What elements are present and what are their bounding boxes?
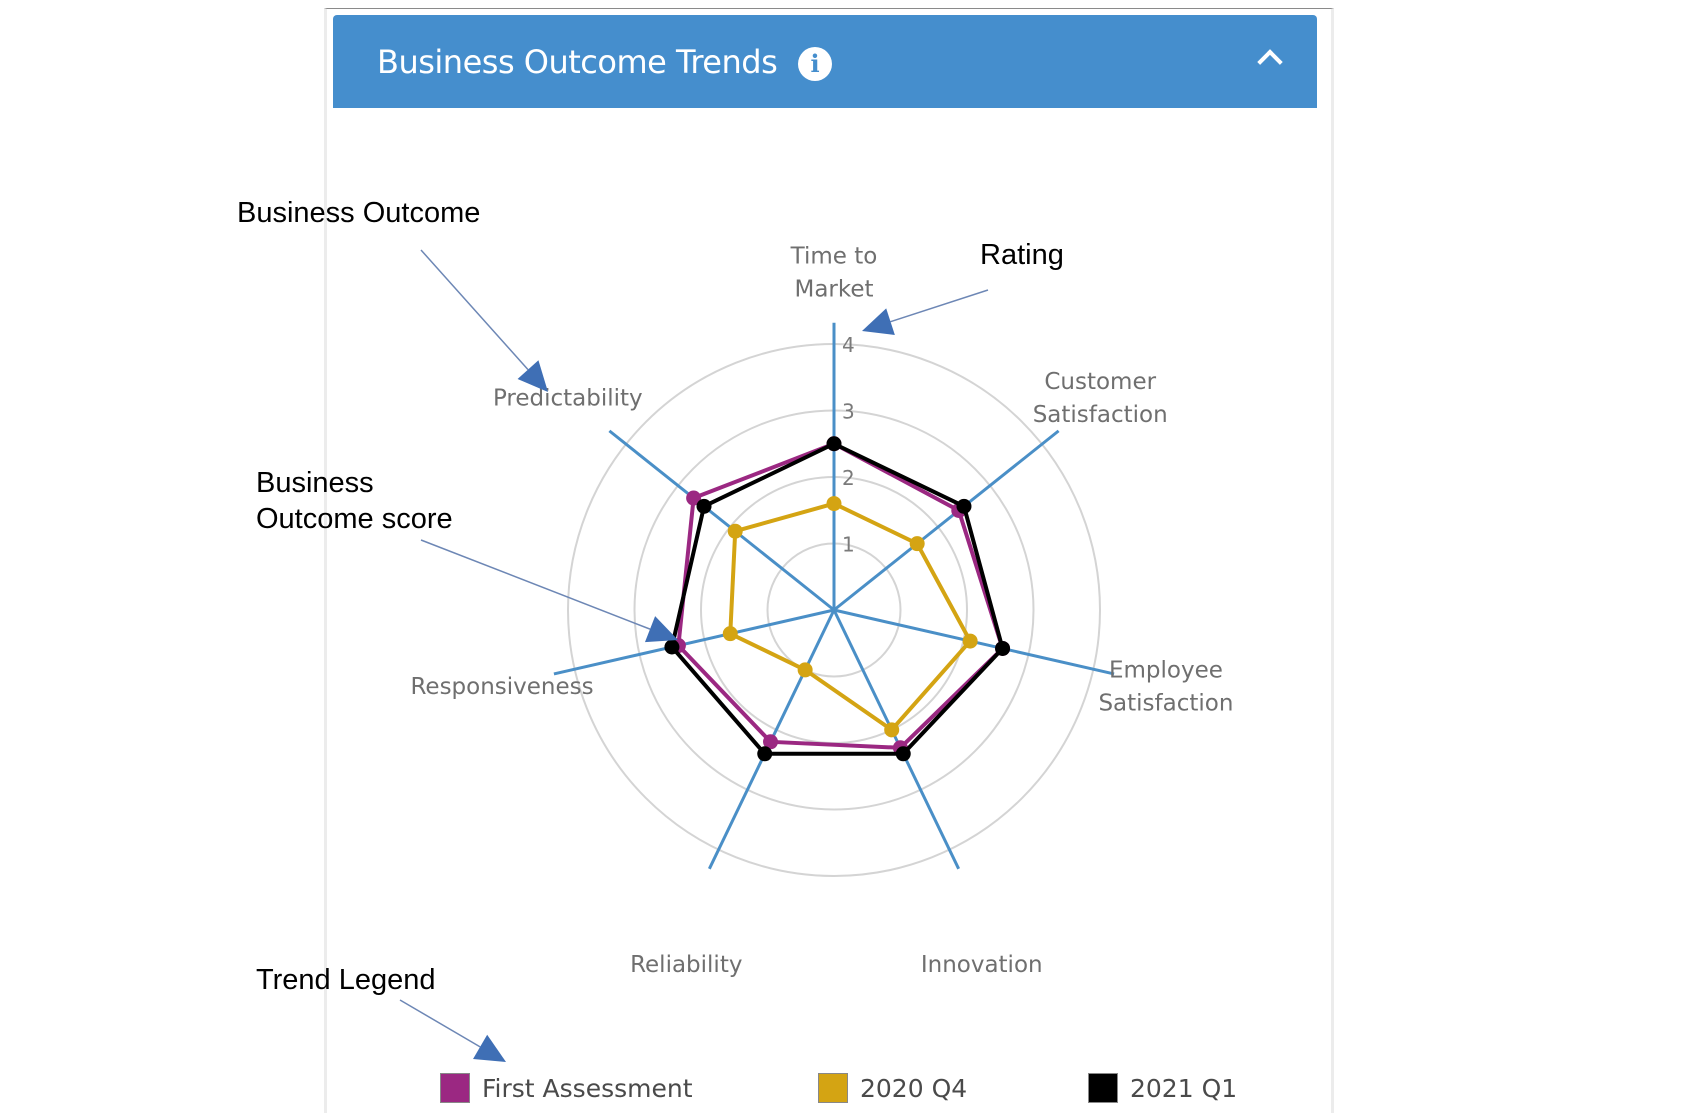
tick-label: 3	[842, 400, 855, 424]
legend-label: 2021 Q1	[1130, 1073, 1238, 1103]
series-point[interactable]	[686, 490, 702, 506]
series-point[interactable]	[909, 536, 925, 552]
series-point[interactable]	[763, 734, 779, 750]
axis-label: Employee Satisfaction	[1098, 657, 1233, 716]
axis-label: Predictability	[493, 386, 643, 412]
axis-label: Time to Market	[790, 244, 878, 303]
axis-spoke	[553, 608, 835, 676]
series-point[interactable]	[797, 662, 813, 678]
annotation-score-line1: Business	[256, 467, 374, 499]
series-point[interactable]	[956, 498, 972, 514]
series-line-2	[669, 441, 1005, 756]
series-point[interactable]	[826, 496, 842, 512]
annotation-score-line2: Outcome score	[256, 503, 453, 535]
legend-swatch	[1088, 1073, 1118, 1103]
legend-item[interactable]: 2021 Q1	[1088, 1070, 1237, 1106]
annotation-arrows	[399, 249, 989, 1062]
series-point[interactable]	[962, 633, 978, 649]
annotation-business-outcome: Business Outcome	[237, 197, 481, 229]
series-line-0	[676, 441, 1005, 750]
annotation-trend-legend: Trend Legend	[256, 964, 436, 996]
axis-spoke	[832, 609, 960, 870]
radar-axis-labels: Time to Market Customer Satisfaction Employe…	[410, 244, 1233, 978]
arrow-business-outcome	[420, 249, 548, 392]
axis-label: Reliability	[630, 952, 742, 978]
series-point[interactable]	[884, 722, 900, 738]
series-point[interactable]	[696, 498, 712, 514]
axis-spoke	[608, 429, 835, 612]
legend-swatch	[818, 1073, 848, 1103]
series-point[interactable]	[895, 746, 911, 762]
axis-label: Responsiveness	[410, 674, 593, 700]
series-point[interactable]	[664, 639, 680, 655]
series-point[interactable]	[826, 436, 842, 452]
legend-swatch	[440, 1073, 470, 1103]
chart-panel: Business Outcome Trends i	[324, 8, 1334, 1113]
series-point[interactable]	[722, 626, 738, 642]
axis-spoke	[833, 429, 1060, 612]
tick-label: 4	[842, 333, 855, 357]
radar-ticks: 1 2 3 4	[842, 333, 855, 557]
panel-title: Business Outcome Trends	[377, 43, 778, 81]
arrow-rating	[862, 289, 989, 336]
series-point[interactable]	[727, 523, 743, 539]
arrow-trend-legend	[399, 999, 506, 1062]
axis-label: Innovation	[921, 952, 1043, 978]
series-point[interactable]	[995, 640, 1011, 656]
panel-header: Business Outcome Trends i	[333, 15, 1317, 108]
info-icon[interactable]: i	[798, 47, 832, 81]
radar-series	[664, 436, 1011, 762]
tick-label: 1	[842, 533, 855, 557]
axis-label: Customer Satisfaction	[1033, 369, 1168, 428]
legend-item[interactable]: 2020 Q4	[818, 1070, 967, 1106]
legend-label: 2020 Q4	[860, 1073, 968, 1103]
legend-item[interactable]: First Assessment	[440, 1070, 693, 1106]
tick-label: 2	[842, 466, 855, 490]
arrow-business-outcome-score	[420, 539, 678, 643]
series-point[interactable]	[757, 746, 773, 762]
series-line-1	[728, 501, 973, 732]
annotation-rating: Rating	[980, 239, 1064, 271]
legend-label: First Assessment	[482, 1073, 693, 1103]
